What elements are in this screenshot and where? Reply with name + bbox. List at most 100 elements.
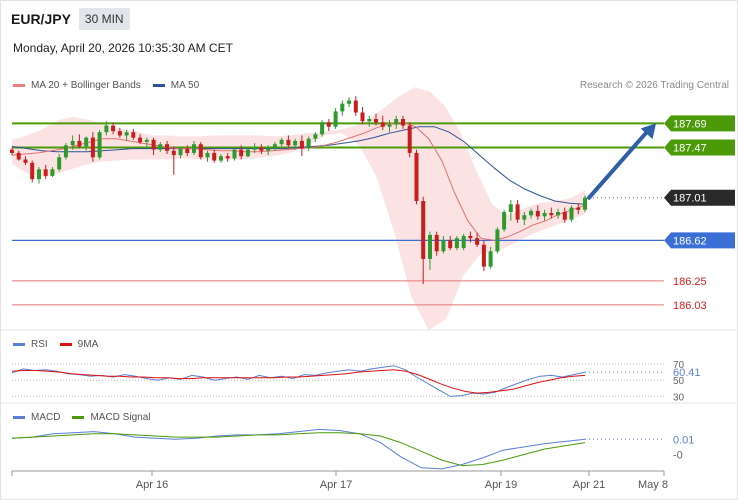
ma20-line — [11, 121, 586, 241]
candle-body — [212, 152, 217, 161]
level-label: 186.03 — [673, 300, 707, 312]
rsi-signal-line — [11, 369, 586, 394]
forecast-arrow-head — [640, 123, 656, 140]
candle-body — [138, 137, 143, 142]
candle-body — [434, 234, 439, 252]
candle-body — [495, 229, 500, 252]
level-tag — [664, 139, 735, 156]
candle-body — [185, 148, 190, 153]
level-label: 187.69 — [664, 115, 735, 132]
candle-body — [306, 138, 311, 149]
candle-body — [104, 125, 109, 133]
candle-body — [549, 213, 554, 216]
candle-body — [90, 137, 95, 158]
candle-body — [50, 169, 55, 176]
candle-body — [468, 236, 473, 239]
candle-body — [198, 144, 203, 158]
candle-body — [367, 119, 372, 122]
candle-body — [475, 238, 480, 245]
x-tick-label: Apr 17 — [320, 479, 352, 491]
legend-ma50: MA 50 — [152, 80, 199, 91]
currency-pair: EUR/JPY — [11, 11, 71, 27]
candle-body — [111, 125, 116, 132]
candle-body — [77, 140, 82, 147]
rsi-swatch — [13, 343, 25, 346]
legend-macd-signal: MACD Signal — [72, 412, 150, 423]
candle-body — [401, 119, 405, 126]
ma50-swatch — [152, 84, 165, 87]
candle-body — [502, 212, 507, 230]
candle-body — [124, 132, 129, 136]
candle-body — [70, 140, 75, 146]
level-tag — [664, 189, 735, 206]
candle-body — [576, 207, 581, 210]
candle-body — [63, 145, 68, 158]
research-credit: Research © 2026 Trading Central — [579, 80, 729, 91]
level-value: 187.47 — [673, 142, 707, 154]
candle-body — [441, 240, 446, 252]
candle-body — [347, 100, 352, 104]
candle-body — [414, 152, 419, 201]
ma50-line — [11, 126, 586, 205]
candle-body — [16, 152, 21, 160]
candle-body — [488, 251, 493, 267]
candle-body — [535, 210, 540, 217]
macd-tick-label: -0 — [673, 449, 683, 461]
level-value: 186.03 — [673, 300, 707, 312]
x-tick-label: May 8 — [638, 479, 668, 491]
candle-body — [542, 213, 547, 217]
candle-body — [178, 148, 183, 156]
candle-body — [37, 169, 41, 180]
candle-body — [266, 148, 271, 151]
level-label: 186.25 — [673, 276, 707, 288]
legend-9ma: 9MA — [59, 339, 98, 350]
candle-body — [10, 149, 14, 153]
9ma-swatch — [59, 343, 72, 346]
candle-body — [515, 204, 520, 220]
candle-body — [360, 112, 365, 122]
candle-body — [556, 212, 560, 216]
macd-legend: MACD MACD Signal — [13, 412, 162, 423]
candle-body — [225, 156, 230, 159]
legend-rsi-label: RSI — [31, 339, 48, 350]
rsi-tick-label: 30 — [673, 392, 685, 403]
price-legend: MA 20 + Bollinger Bands MA 50 — [13, 80, 211, 91]
level-value: 187.69 — [673, 118, 707, 130]
level-label: 187.01 — [664, 189, 735, 206]
level-tag — [664, 232, 735, 249]
candle-body — [232, 149, 237, 159]
candle-body — [428, 234, 432, 259]
candle-body — [529, 210, 534, 216]
candle-body — [165, 144, 169, 151]
candle-body — [448, 240, 453, 249]
candle-body — [583, 197, 587, 210]
rsi-tick-label: 70 — [673, 360, 685, 371]
x-tick-label: Apr 21 — [573, 479, 605, 491]
candle-body — [508, 204, 513, 212]
x-tick-label: Apr 19 — [485, 479, 517, 491]
candle-body — [340, 103, 345, 112]
candle-body — [522, 215, 527, 220]
candle-body — [205, 152, 210, 158]
rsi-legend: RSI 9MA — [13, 339, 110, 350]
ma20-swatch — [13, 84, 25, 87]
legend-ma20-label: MA 20 + Bollinger Bands — [31, 80, 141, 91]
rsi-last-value: 60.41 — [673, 367, 701, 379]
candle-body — [461, 236, 466, 248]
candle-body — [394, 119, 399, 125]
candle-body — [97, 132, 102, 158]
candle-body — [374, 119, 378, 123]
candle-body — [286, 139, 291, 146]
candle-body — [158, 144, 163, 150]
timeframe-badge[interactable]: 30 MIN — [78, 8, 130, 30]
candle-body — [192, 144, 196, 153]
candle-body — [562, 212, 567, 220]
level-label: 187.47 — [664, 139, 735, 156]
candle-body — [23, 159, 28, 163]
candle-body — [407, 125, 412, 153]
legend-rsi: RSI — [13, 339, 48, 350]
candle-body — [353, 100, 358, 113]
candle-body — [219, 156, 223, 161]
candle-body — [43, 169, 48, 176]
rsi-tick-label: 50 — [673, 376, 685, 387]
